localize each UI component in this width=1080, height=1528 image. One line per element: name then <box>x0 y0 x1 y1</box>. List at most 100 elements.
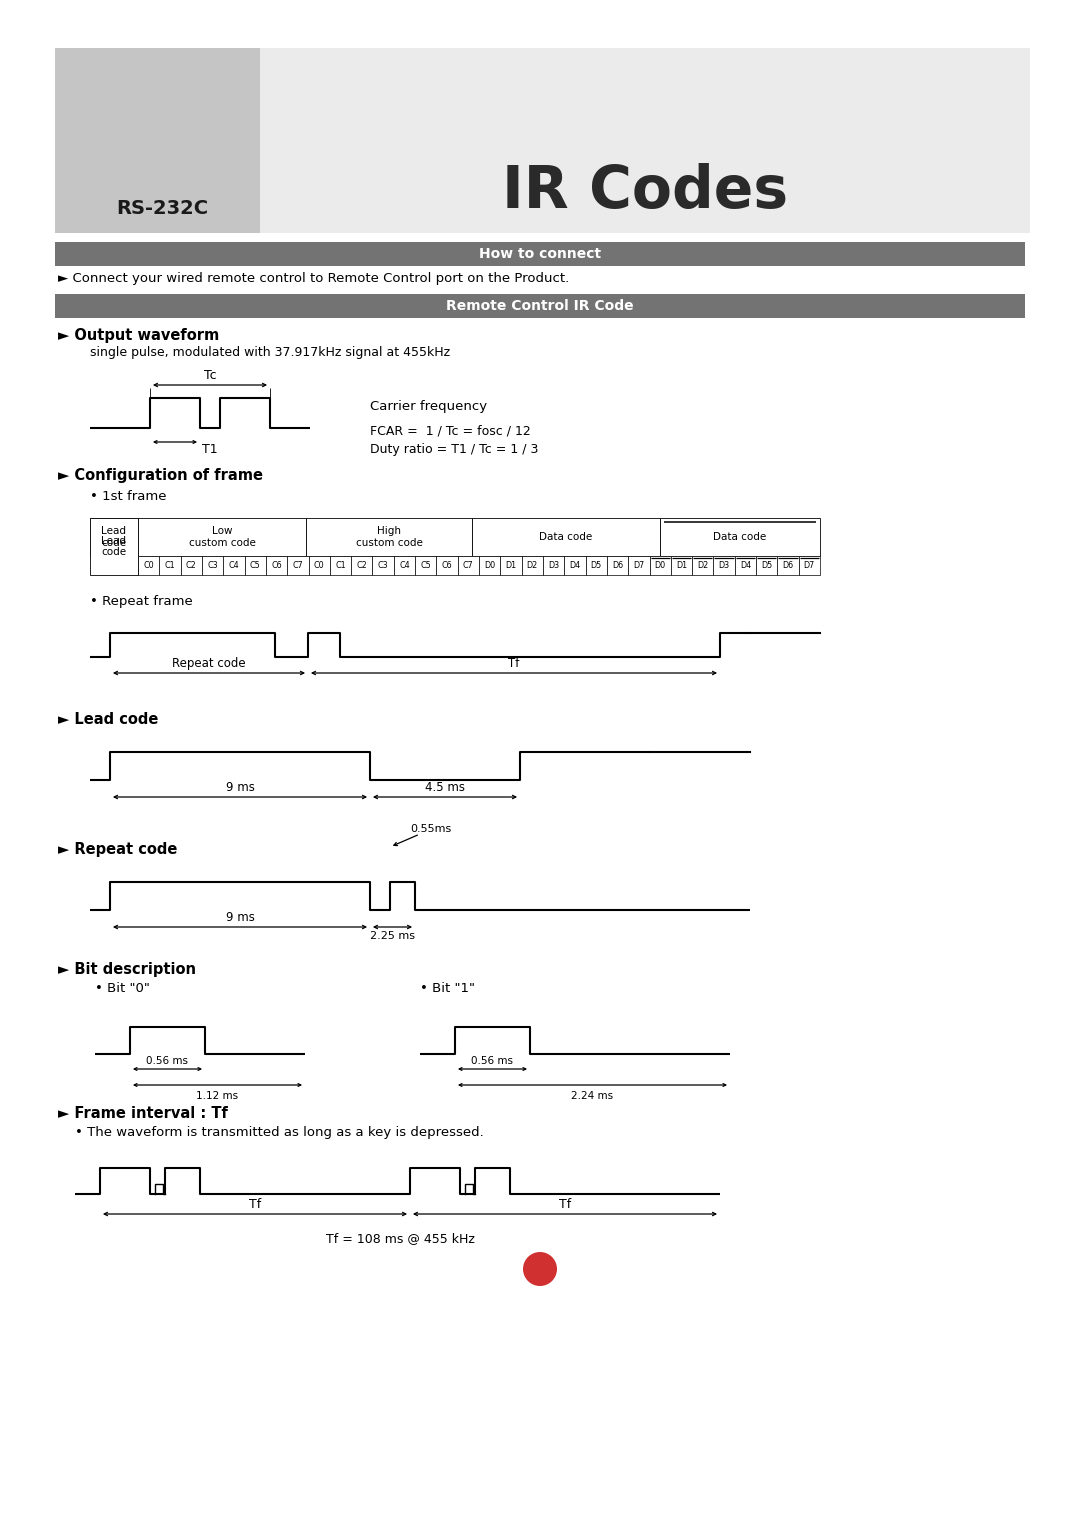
Text: D6: D6 <box>783 561 794 570</box>
Text: C2: C2 <box>186 561 197 570</box>
Bar <box>244 556 266 575</box>
Bar <box>585 556 607 575</box>
Text: A28: A28 <box>527 1262 553 1276</box>
Text: Data code: Data code <box>714 532 767 542</box>
Text: 2.24 ms: 2.24 ms <box>571 1091 613 1102</box>
Bar <box>799 556 820 575</box>
Text: C5: C5 <box>249 561 260 570</box>
Bar <box>160 556 180 575</box>
Text: D4: D4 <box>569 561 580 570</box>
Text: • The waveform is transmitted as long as a key is depressed.: • The waveform is transmitted as long as… <box>75 1126 484 1138</box>
Bar <box>224 556 244 575</box>
Text: D3: D3 <box>718 561 730 570</box>
Bar <box>138 518 306 556</box>
Text: • Bit "1": • Bit "1" <box>420 983 475 995</box>
Text: Tf = 108 ms @ 455 kHz: Tf = 108 ms @ 455 kHz <box>325 1232 474 1245</box>
Text: Remote Control IR Code: Remote Control IR Code <box>446 299 634 313</box>
Text: FCAR =  1 / Tc = fosc / 12: FCAR = 1 / Tc = fosc / 12 <box>370 423 530 437</box>
Text: ► Frame interval : Tf: ► Frame interval : Tf <box>58 1106 228 1122</box>
Text: • Bit "0": • Bit "0" <box>95 983 150 995</box>
Text: C5: C5 <box>420 561 431 570</box>
Text: C7: C7 <box>463 561 474 570</box>
Bar <box>649 556 671 575</box>
Text: D0: D0 <box>654 561 665 570</box>
Bar <box>472 518 660 556</box>
Text: How to connect: How to connect <box>478 248 602 261</box>
Bar <box>607 556 629 575</box>
Bar <box>55 241 1025 266</box>
Bar <box>373 556 394 575</box>
Text: C0: C0 <box>144 561 154 570</box>
Bar <box>55 47 260 232</box>
Bar <box>778 556 799 575</box>
Bar <box>714 556 734 575</box>
Bar <box>543 556 564 575</box>
Text: ► Connect your wired remote control to Remote Control port on the Product.: ► Connect your wired remote control to R… <box>58 272 569 286</box>
Text: C1: C1 <box>164 561 175 570</box>
Text: 0.56 ms: 0.56 ms <box>471 1056 513 1067</box>
Bar <box>756 556 778 575</box>
Text: • Repeat frame: • Repeat frame <box>90 594 192 608</box>
Text: Lead
code: Lead code <box>102 526 126 549</box>
Bar <box>734 556 756 575</box>
Text: 0.56 ms: 0.56 ms <box>146 1056 188 1067</box>
Bar <box>90 518 138 556</box>
Text: Tc: Tc <box>204 368 216 382</box>
Text: • 1st frame: • 1st frame <box>90 490 166 503</box>
Text: RS-232C: RS-232C <box>116 199 208 219</box>
Text: IR Codes: IR Codes <box>502 163 788 220</box>
Text: D7: D7 <box>804 561 815 570</box>
Bar <box>500 556 522 575</box>
Text: C6: C6 <box>271 561 282 570</box>
Text: D0: D0 <box>484 561 496 570</box>
Bar <box>415 556 436 575</box>
Text: Duty ratio = T1 / Tc = 1 / 3: Duty ratio = T1 / Tc = 1 / 3 <box>370 443 538 455</box>
Bar <box>202 556 224 575</box>
Bar <box>309 556 329 575</box>
Text: D6: D6 <box>612 561 623 570</box>
Bar <box>692 556 714 575</box>
Text: D2: D2 <box>527 561 538 570</box>
Text: 9 ms: 9 ms <box>226 781 255 795</box>
Text: D1: D1 <box>505 561 516 570</box>
Bar <box>629 556 649 575</box>
Text: D2: D2 <box>698 561 708 570</box>
Text: D1: D1 <box>676 561 687 570</box>
Text: C3: C3 <box>207 561 218 570</box>
Text: D4: D4 <box>740 561 751 570</box>
Text: ► Bit description: ► Bit description <box>58 963 195 976</box>
Bar <box>329 556 351 575</box>
Bar <box>287 556 309 575</box>
Text: 9 ms: 9 ms <box>226 911 255 924</box>
Text: C3: C3 <box>378 561 389 570</box>
Text: C1: C1 <box>335 561 346 570</box>
Text: Low
custom code: Low custom code <box>189 526 256 549</box>
Text: 1.12 ms: 1.12 ms <box>195 1091 238 1102</box>
Text: C2: C2 <box>356 561 367 570</box>
Bar <box>671 556 692 575</box>
Bar <box>351 556 373 575</box>
Bar <box>522 556 543 575</box>
Bar <box>138 556 160 575</box>
Text: C4: C4 <box>400 561 409 570</box>
Text: Lead
code: Lead code <box>102 536 126 558</box>
Bar <box>260 47 1030 232</box>
Text: Carrier frequency: Carrier frequency <box>370 400 487 413</box>
Bar <box>660 518 820 556</box>
Circle shape <box>523 1251 557 1287</box>
Text: C7: C7 <box>293 561 303 570</box>
Text: ► Configuration of frame: ► Configuration of frame <box>58 468 264 483</box>
Text: D5: D5 <box>591 561 602 570</box>
Text: C4: C4 <box>229 561 239 570</box>
Text: Tf: Tf <box>558 1198 571 1212</box>
Text: C6: C6 <box>442 561 453 570</box>
Text: 0.55ms: 0.55ms <box>410 824 451 834</box>
Bar <box>480 556 500 575</box>
Text: D5: D5 <box>761 561 772 570</box>
Text: ► Repeat code: ► Repeat code <box>58 842 177 857</box>
Text: Repeat code: Repeat code <box>172 657 246 669</box>
Text: 2.25 ms: 2.25 ms <box>369 931 415 941</box>
Text: D7: D7 <box>633 561 645 570</box>
Bar <box>564 556 585 575</box>
Text: D3: D3 <box>548 561 559 570</box>
